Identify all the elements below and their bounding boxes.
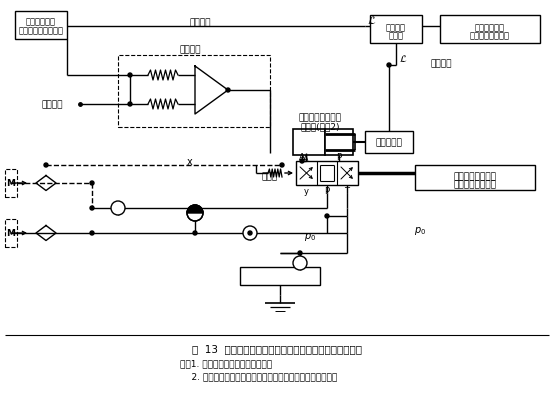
Circle shape	[226, 89, 230, 93]
Text: $p_0$: $p_0$	[414, 224, 426, 236]
Text: 2. 有必要增加低增益位置反馈回路校正节流液压缸的漂移。: 2. 有必要增加低增益位置反馈回路校正节流液压缸的漂移。	[180, 372, 337, 380]
Text: 速度传感器: 速度传感器	[376, 138, 402, 147]
Text: 可调整振幅和: 可调整振幅和	[26, 17, 56, 26]
Text: x: x	[187, 157, 193, 166]
Circle shape	[90, 182, 94, 185]
Circle shape	[248, 231, 252, 235]
Text: 交流偏压: 交流偏压	[41, 100, 63, 109]
Circle shape	[243, 226, 257, 240]
Text: $\mathcal{L}$: $\mathcal{L}$	[367, 14, 376, 26]
Text: M: M	[7, 229, 16, 238]
Bar	[5, 170, 17, 197]
Circle shape	[193, 231, 197, 235]
Circle shape	[280, 164, 284, 168]
Circle shape	[44, 164, 48, 168]
Text: M: M	[7, 179, 16, 188]
Text: 阀放大器: 阀放大器	[179, 45, 201, 55]
Text: y: y	[304, 187, 309, 196]
Bar	[370, 16, 422, 44]
Circle shape	[90, 231, 94, 235]
Bar	[365, 132, 413, 154]
Bar	[118, 56, 270, 128]
Bar	[296, 161, 358, 185]
Text: 输出信号: 输出信号	[430, 59, 452, 68]
Circle shape	[293, 256, 307, 271]
Circle shape	[325, 214, 329, 218]
Text: 频率响应: 频率响应	[386, 24, 406, 33]
Text: 交流信号: 交流信号	[189, 19, 211, 27]
Text: 频率交流信号发生器: 频率交流信号发生器	[18, 26, 64, 36]
Bar	[240, 267, 320, 285]
Bar	[15, 12, 67, 40]
Circle shape	[187, 206, 203, 221]
Text: P: P	[336, 153, 342, 162]
Bar	[440, 16, 540, 44]
Bar	[293, 130, 325, 156]
Circle shape	[298, 252, 302, 255]
Text: 被试阀: 被试阀	[262, 172, 278, 181]
Text: A: A	[303, 155, 309, 164]
Text: 信号处理阀放大器: 信号处理阀放大器	[454, 180, 496, 189]
Text: 图  13  电液三通比例方向流量控制阀典型的动态试验回路: 图 13 电液三通比例方向流量控制阀典型的动态试验回路	[192, 343, 362, 353]
Wedge shape	[187, 206, 203, 214]
Text: 低摩擦低惯性节流: 低摩擦低惯性节流	[299, 113, 341, 122]
Circle shape	[128, 103, 132, 107]
Circle shape	[111, 202, 125, 216]
Text: 阀心位置传感器和: 阀心位置传感器和	[454, 172, 496, 181]
Text: T: T	[345, 186, 350, 195]
Bar	[5, 219, 17, 247]
Circle shape	[128, 74, 132, 78]
Text: 注：1. 试验回路图中未表示截止阀。: 注：1. 试验回路图中未表示截止阀。	[180, 358, 272, 368]
Text: A: A	[299, 153, 305, 162]
Text: $\mathcal{L}$: $\mathcal{L}$	[399, 53, 407, 64]
Circle shape	[300, 159, 304, 164]
Text: P: P	[325, 186, 330, 195]
Circle shape	[90, 206, 94, 211]
Text: 记录示波器或: 记录示波器或	[475, 24, 505, 33]
Text: 分析仪: 分析仪	[388, 31, 403, 40]
Bar	[415, 166, 535, 190]
Bar	[325, 130, 353, 156]
Text: 其他动态记录装置: 其他动态记录装置	[470, 31, 510, 40]
Text: 差动缸(见注2): 差动缸(见注2)	[300, 122, 340, 131]
Text: $p_0$: $p_0$	[304, 230, 316, 242]
Circle shape	[387, 64, 391, 68]
